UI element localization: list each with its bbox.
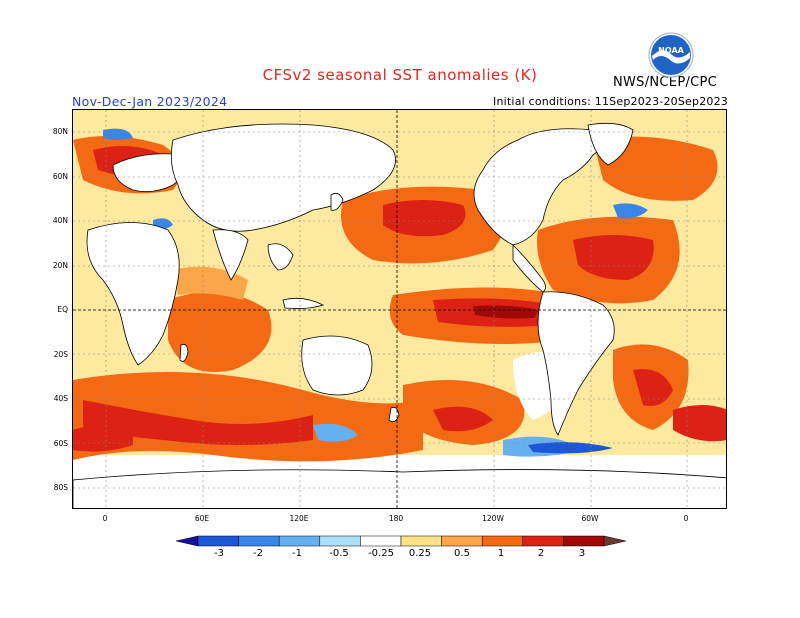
lon-label-180: 180 bbox=[388, 514, 404, 523]
colorbar-bin bbox=[400, 535, 442, 547]
lon-label-60w: 60W bbox=[581, 514, 599, 523]
colorbar bbox=[176, 535, 626, 547]
colorbar-label: 3 bbox=[578, 548, 586, 559]
colorbar-cap-high bbox=[603, 535, 626, 547]
lon-label-120w: 120W bbox=[482, 514, 504, 523]
lon-label-0: 0 bbox=[102, 514, 108, 523]
colorbar-bin bbox=[522, 535, 564, 547]
colorbar-label: -2 bbox=[253, 548, 263, 559]
colorbar-bin bbox=[360, 535, 402, 547]
initial-conditions-label: Initial conditions: 11Sep2023-20Sep2023 bbox=[493, 95, 728, 108]
colorbar-bin bbox=[197, 535, 239, 547]
agency-label: NWS/NCEP/CPC bbox=[613, 75, 718, 90]
colorbar-bin bbox=[319, 535, 361, 547]
lon-label-120e: 120E bbox=[289, 514, 309, 523]
noaa-logo: NOAA bbox=[648, 32, 694, 78]
lon-label-0-east: 0 bbox=[683, 514, 689, 523]
colorbar-bin bbox=[481, 535, 524, 547]
reference-lines bbox=[73, 110, 726, 508]
noaa-logo-text: NOAA bbox=[658, 46, 684, 55]
season-label: Nov-Dec-Jan 2023/2024 bbox=[72, 94, 228, 109]
colorbar-bin bbox=[238, 535, 280, 547]
lat-label-80s: 80S bbox=[53, 483, 68, 492]
lat-label-eq: EQ bbox=[57, 305, 68, 314]
colorbar-label: -0.5 bbox=[329, 548, 349, 559]
map-title: CFSv2 seasonal SST anomalies (K) bbox=[262, 66, 538, 84]
map-canvas bbox=[73, 110, 726, 508]
lat-label-60n: 60N bbox=[52, 172, 68, 181]
colorbar-label: -0.25 bbox=[368, 548, 394, 559]
lat-label-80n: 80N bbox=[52, 127, 68, 136]
continents bbox=[73, 122, 726, 508]
lon-label-60e: 60E bbox=[194, 514, 210, 523]
colorbar-label: -1 bbox=[292, 548, 302, 559]
lat-label-40n: 40N bbox=[52, 216, 68, 225]
colorbar-bin bbox=[563, 535, 605, 547]
colorbar-cap-low bbox=[176, 535, 199, 547]
colorbar-label: 0.5 bbox=[454, 548, 470, 559]
colorbar-bin bbox=[441, 535, 483, 547]
sst-anomaly-map bbox=[72, 109, 727, 509]
lat-label-40s: 40S bbox=[53, 394, 68, 403]
colorbar-label: 0.25 bbox=[408, 548, 432, 559]
colorbar-label: -3 bbox=[214, 548, 224, 559]
colorbar-segments bbox=[176, 535, 626, 547]
colorbar-bin bbox=[278, 535, 321, 547]
colorbar-label: 1 bbox=[497, 548, 505, 559]
lat-label-20s: 20S bbox=[53, 350, 68, 359]
lat-label-60s: 60S bbox=[53, 439, 68, 448]
colorbar-label: 2 bbox=[537, 548, 545, 559]
lat-label-20n: 20N bbox=[52, 261, 68, 270]
